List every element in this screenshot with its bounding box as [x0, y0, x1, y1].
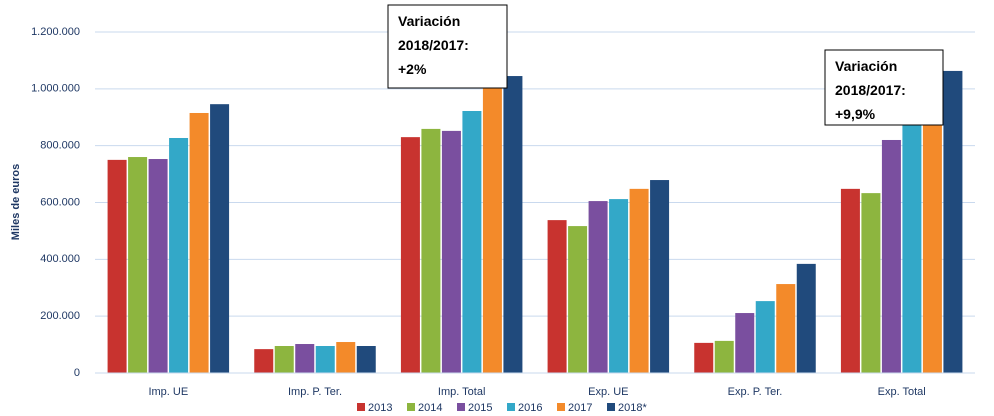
y-tick-label: 400.000: [40, 253, 80, 265]
y-tick-label: 200.000: [40, 310, 80, 322]
legend-label: 2016: [518, 402, 542, 414]
legend-label: 2017: [568, 402, 592, 414]
bar: [588, 201, 608, 373]
bar: [336, 342, 356, 373]
x-tick-label: Imp. Total: [438, 386, 486, 398]
bar: [462, 110, 482, 373]
bar: [254, 349, 274, 373]
bar: [840, 188, 860, 373]
bar: [356, 346, 376, 373]
bar: [776, 284, 796, 373]
bar: [482, 83, 502, 374]
bar: [650, 180, 670, 373]
bar: [503, 76, 523, 373]
bar: [796, 263, 816, 373]
y-axis-label: Miles de euros: [10, 164, 22, 240]
annotation-text: Variación: [835, 58, 897, 74]
legend-swatch: [357, 403, 365, 411]
y-tick-label: 0: [74, 367, 80, 379]
bar: [315, 346, 335, 373]
x-tick-label: Exp. UE: [588, 386, 628, 398]
annotation-text: 2018/2017:: [398, 37, 469, 53]
annotation-text: +2%: [398, 61, 427, 77]
bar: [421, 128, 441, 373]
bar: [902, 124, 922, 373]
bar: [881, 139, 901, 373]
bar: [107, 159, 127, 373]
bar: [189, 112, 209, 374]
annotation-text: Variación: [398, 13, 460, 29]
legend-swatch: [607, 403, 615, 411]
y-tick-label: 600.000: [40, 196, 80, 208]
bar: [295, 344, 315, 373]
bar: [148, 159, 168, 373]
x-tick-label: Exp. P. Ter.: [728, 386, 783, 398]
annotation-text: +9,9%: [835, 106, 876, 122]
legend-swatch: [457, 403, 465, 411]
legend-label: 2018*: [618, 402, 647, 414]
bar: [128, 157, 148, 373]
y-tick-label: 800.000: [40, 140, 80, 152]
legend-label: 2014: [418, 402, 442, 414]
bar: [694, 342, 714, 373]
bar: [274, 346, 294, 373]
bar: [568, 226, 588, 373]
annotation-box: [824, 49, 944, 126]
legend-label: 2015: [468, 402, 492, 414]
bar: [629, 188, 649, 373]
annotation-box: [387, 4, 508, 89]
bar: [441, 130, 461, 373]
bar: [755, 301, 775, 373]
y-tick-label: 1.200.000: [31, 26, 80, 38]
bar: [922, 97, 942, 373]
bar: [169, 137, 189, 373]
bar: [861, 193, 881, 373]
legend-label: 2013: [368, 402, 392, 414]
legend-swatch: [557, 403, 565, 411]
annotation-text: 2018/2017:: [835, 82, 906, 98]
x-tick-label: Imp. P. Ter.: [288, 386, 342, 398]
legend-swatch: [407, 403, 415, 411]
bar: [943, 70, 963, 373]
bar: [609, 199, 629, 373]
x-tick-label: Imp. UE: [148, 386, 188, 398]
y-tick-label: 1.000.000: [31, 83, 80, 95]
bar: [400, 137, 420, 373]
bar: [210, 104, 230, 373]
x-tick-label: Exp. Total: [878, 386, 926, 398]
bar: [547, 220, 567, 373]
bar: [714, 340, 734, 373]
bar: [735, 313, 755, 373]
legend-swatch: [507, 403, 515, 411]
